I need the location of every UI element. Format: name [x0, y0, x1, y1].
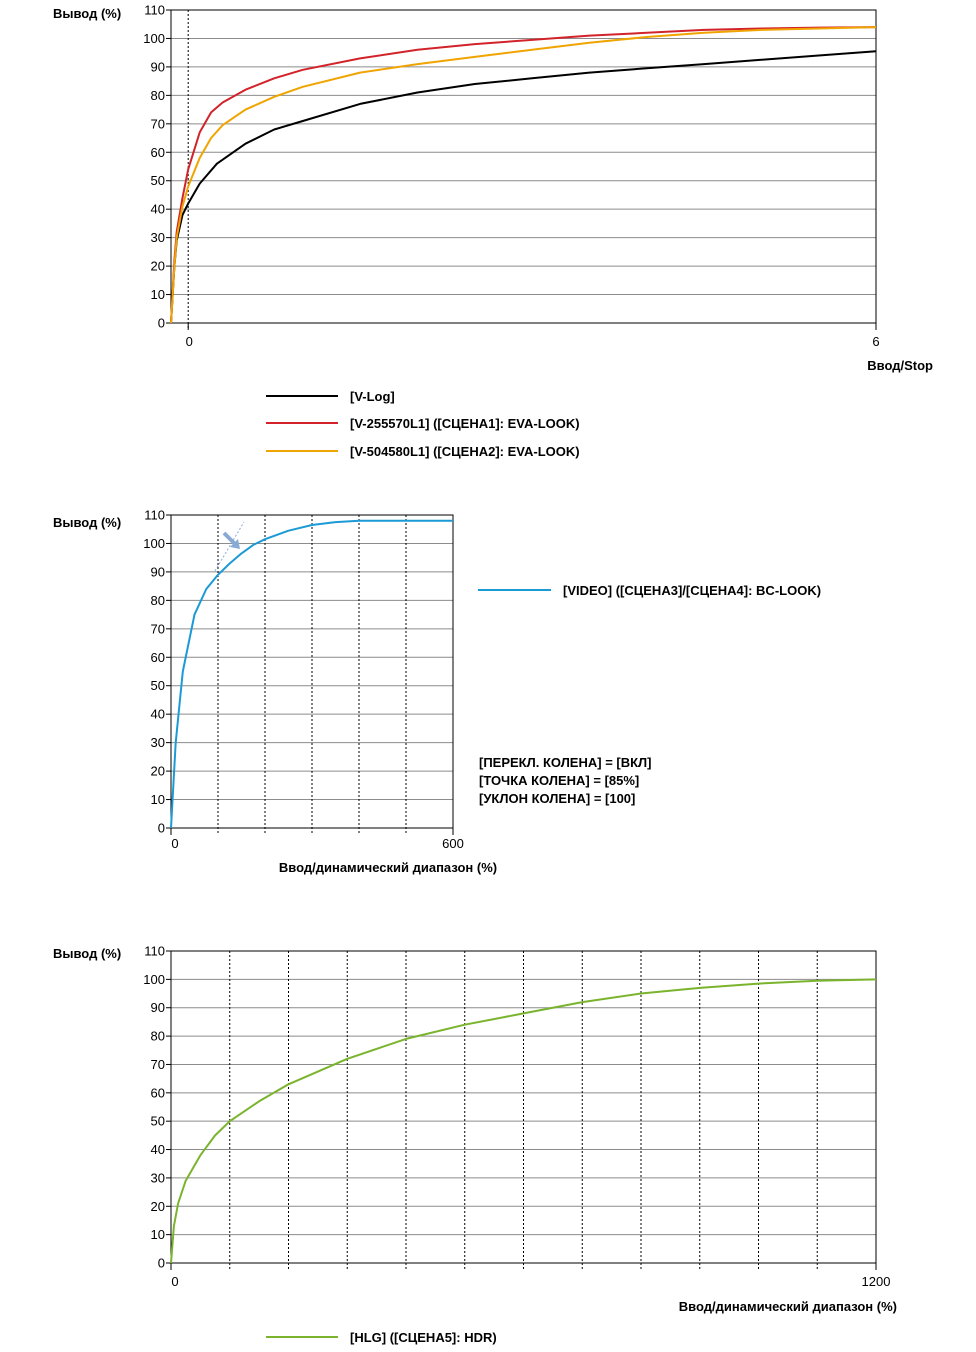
- knee-setting-note: [УКЛОН КОЛЕНА] = [100]: [479, 791, 635, 806]
- y-tick-label: 60: [151, 145, 165, 160]
- plot-frame: [170, 9, 877, 324]
- y-tick-label: 100: [143, 31, 165, 46]
- y-tick-label: 80: [151, 593, 165, 608]
- y-tick-label: 110: [144, 944, 165, 959]
- y-tick-label: 10: [151, 287, 165, 302]
- x-tick-label: 0: [171, 836, 178, 851]
- knee-arrow-head: [230, 539, 240, 549]
- y-tick-label: 30: [151, 735, 165, 750]
- y-tick-label: 10: [151, 1227, 165, 1242]
- y-tick-label: 100: [143, 536, 165, 551]
- x-tick-label: 1200: [862, 1274, 891, 1289]
- y-tick-label: 50: [151, 678, 165, 693]
- y-tick-label: 50: [151, 173, 165, 188]
- y-tick-label: 90: [151, 564, 165, 579]
- chart-3: 0 10 20 30 40 50 60 70 80 90 100 110 0 1200 Вывод (%) В…: [53, 944, 897, 1346]
- y-tick-label: 80: [151, 1029, 165, 1044]
- y-tick-label: 40: [151, 707, 165, 722]
- knee-setting-note: [ПЕРЕКЛ. КОЛЕНА] = [ВКЛ]: [479, 755, 652, 770]
- y-tick-label: 20: [151, 259, 165, 274]
- y-tick-label: 90: [151, 1000, 165, 1015]
- chart-2: 0 10 20 30 40 50 60 70 80 90 100 110 0 600 Вывод (%) Вв…: [53, 508, 821, 876]
- series-line: [170, 26, 877, 324]
- y-axis-label: Вывод (%): [53, 515, 121, 530]
- y-tick-label: 110: [144, 3, 165, 18]
- y-tick-label: 60: [151, 1085, 165, 1100]
- y-tick-label: 0: [158, 316, 165, 331]
- series-line: [170, 978, 877, 1264]
- series-line: [170, 26, 877, 324]
- x-axis-label: Ввод/динамический диапазон (%): [679, 1299, 897, 1314]
- y-axis-label: Вывод (%): [53, 6, 121, 21]
- series-line: [170, 519, 453, 829]
- legend-label: [V-255570L1] ([СЦЕНА1]: EVA-LOOK): [350, 416, 580, 431]
- y-tick-label: 40: [151, 202, 165, 217]
- legend-label: [VIDEO] ([СЦЕНА3]/[СЦЕНА4]: BC-LOOK): [563, 583, 821, 598]
- y-tick-label: 0: [158, 821, 165, 836]
- y-tick-label: 90: [151, 59, 165, 74]
- y-tick-label: 80: [151, 88, 165, 103]
- y-tick-label: 70: [151, 116, 165, 131]
- y-tick-label: 70: [151, 1057, 165, 1072]
- y-tick-label: 50: [151, 1114, 165, 1129]
- x-axis-label: Ввод/Stop: [867, 358, 933, 373]
- x-tick-label: 600: [442, 836, 464, 851]
- y-tick-label: 30: [151, 1170, 165, 1185]
- y-tick-label: 100: [143, 972, 165, 987]
- y-axis-label: Вывод (%): [53, 946, 121, 961]
- x-tick-label: 0: [186, 334, 193, 349]
- legend-label: [HLG] ([СЦЕНА5]: HDR): [350, 1330, 497, 1345]
- x-tick-label: 6: [872, 334, 879, 349]
- y-tick-label: 20: [151, 1199, 165, 1214]
- y-tick-label: 30: [151, 230, 165, 245]
- y-tick-label: 110: [144, 508, 165, 523]
- x-tick-label: 0: [171, 1274, 178, 1289]
- y-tick-label: 20: [151, 764, 165, 779]
- y-tick-label: 70: [151, 621, 165, 636]
- legend-label: [V-Log]: [350, 389, 395, 404]
- y-tick-label: 60: [151, 650, 165, 665]
- y-tick-label: 0: [158, 1256, 165, 1271]
- plot-frame: [170, 950, 877, 1264]
- legend-label: [V-504580L1] ([СЦЕНА2]: EVA-LOOK): [350, 444, 580, 459]
- plot-frame: [170, 514, 454, 829]
- y-tick-label: 40: [151, 1142, 165, 1157]
- x-axis-label: Ввод/динамический диапазон (%): [279, 860, 497, 875]
- chart-1: 0 10 20 30 40 50 60 70 80 90 100 110 0 6 Вывод (%) Ввод…: [53, 3, 933, 460]
- y-tick-label: 10: [151, 792, 165, 807]
- knee-setting-note: [ТОЧКА КОЛЕНА] = [85%]: [479, 773, 639, 788]
- knee-guide-line: [214, 521, 245, 572]
- series-line: [170, 50, 877, 324]
